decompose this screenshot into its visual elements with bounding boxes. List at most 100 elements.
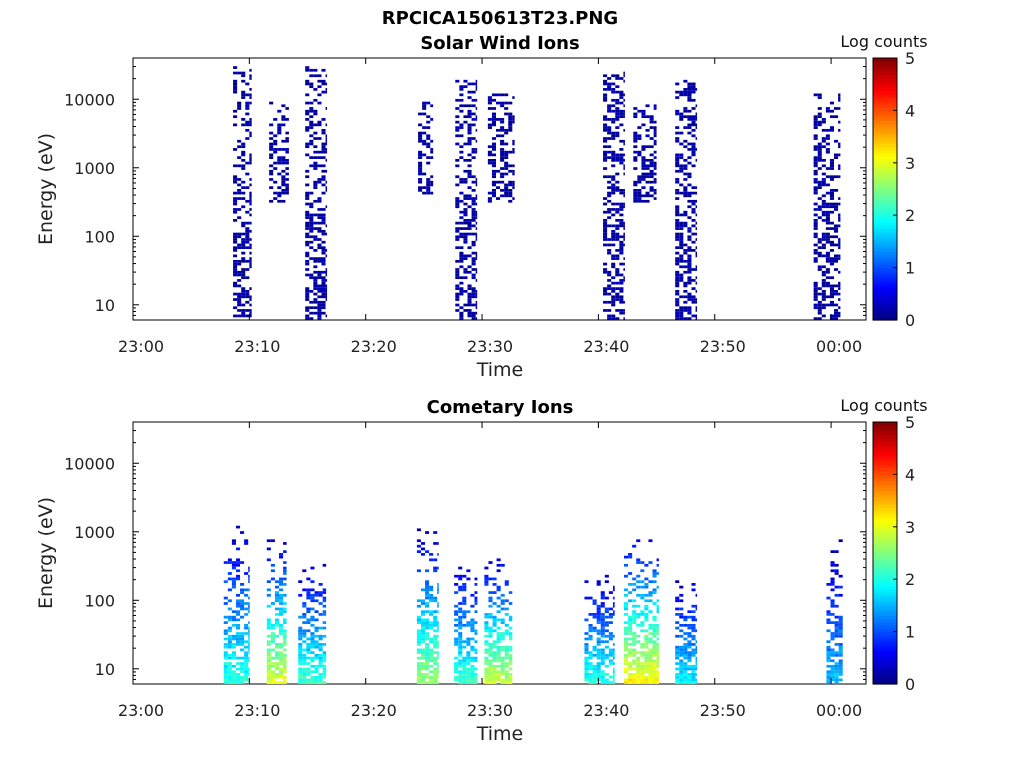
heatmap-cell: [675, 235, 680, 239]
heatmap-cell: [603, 238, 608, 241]
heatmap-cell: [826, 664, 831, 668]
heatmap-cell: [695, 281, 698, 285]
heatmap-cell: [623, 243, 625, 247]
heatmap-cell: [270, 637, 275, 641]
heatmap-cell: [437, 667, 439, 671]
heatmap-cell: [695, 254, 698, 258]
heatmap-cell: [491, 137, 497, 140]
heatmap-cell: [273, 148, 278, 151]
heatmap-cell: [607, 300, 612, 304]
heatmap-cell: [223, 596, 228, 600]
x-tick-label: 23:30: [467, 337, 513, 356]
heatmap-cell: [420, 599, 426, 603]
heatmap-cell: [829, 249, 834, 252]
heatmap-cell: [826, 673, 831, 676]
heatmap-cell: [321, 118, 326, 121]
heatmap-cell: [283, 583, 287, 586]
heatmap-cell: [838, 632, 843, 635]
heatmap-cell: [454, 667, 459, 671]
heatmap-cell: [471, 202, 476, 206]
heatmap-cell: [322, 653, 327, 657]
heatmap-cell: [459, 109, 464, 113]
heatmap-cell: [321, 276, 326, 280]
heatmap-cell: [648, 599, 653, 603]
heatmap-cell: [829, 210, 834, 214]
heatmap-cell: [640, 675, 645, 679]
heatmap-cell: [313, 164, 318, 168]
heatmap-cell: [641, 167, 646, 170]
heatmap-cell: [600, 629, 605, 633]
heatmap-cell: [813, 306, 818, 310]
heatmap-cell: [695, 199, 698, 203]
heatmap-cell: [249, 259, 252, 263]
heatmap-cell: [623, 205, 625, 209]
heatmap-cell: [695, 213, 698, 217]
heatmap-cell: [433, 656, 438, 660]
heatmap-cell: [656, 637, 659, 641]
heatmap-cell: [458, 618, 463, 622]
heatmap-cell: [325, 224, 328, 228]
heatmap-cell: [467, 164, 472, 168]
heatmap-cell: [611, 229, 616, 233]
y-axis-label: Energy (eV): [35, 497, 57, 609]
colorbar-step: [873, 654, 897, 659]
heatmap-cell: [691, 648, 696, 652]
heatmap-cell: [317, 85, 322, 89]
heatmap-cell: [500, 142, 505, 146]
heatmap-cell: [648, 678, 653, 682]
heatmap-cell: [233, 178, 238, 181]
heatmap-cell: [467, 205, 472, 209]
heatmap-cell: [426, 183, 431, 187]
heatmap-cell: [487, 150, 492, 154]
heatmap-cell: [596, 621, 601, 624]
heatmap-cell: [838, 659, 843, 663]
heatmap-cell: [683, 88, 688, 91]
heatmap-cell: [470, 593, 475, 597]
heatmap-cell: [237, 303, 242, 307]
heatmap-cell: [691, 615, 696, 619]
heatmap-cell: [420, 667, 426, 671]
heatmap-cell: [420, 602, 426, 605]
heatmap-cell: [281, 183, 286, 187]
heatmap-cell: [817, 254, 822, 258]
heatmap-cell: [687, 249, 692, 252]
heatmap-cell: [683, 93, 688, 97]
heatmap-cell: [227, 637, 232, 641]
heatmap-cell: [675, 178, 680, 181]
heatmap-cell: [454, 643, 459, 646]
heatmap-cell: [632, 637, 637, 641]
colorbar-step: [873, 651, 897, 656]
heatmap-cell: [679, 164, 684, 168]
heatmap-cell: [623, 626, 629, 630]
heatmap-cell: [470, 681, 475, 684]
heatmap-cell: [838, 645, 843, 649]
heatmap-cell: [245, 112, 250, 116]
heatmap-cell: [640, 667, 645, 671]
colorbar-step: [873, 100, 897, 105]
heatmap-cell: [433, 610, 438, 614]
heatmap-cell: [500, 120, 505, 124]
heatmap-cell: [500, 126, 505, 129]
heatmap-cell: [683, 189, 688, 192]
x-tick-label: 23:30: [467, 701, 513, 720]
heatmap-cell: [467, 139, 472, 143]
heatmap-cell: [834, 205, 839, 209]
colorbar-step: [873, 513, 897, 518]
heatmap-cell: [231, 643, 236, 646]
colorbar-step: [873, 441, 897, 446]
heatmap-cell: [687, 623, 692, 627]
heatmap-cell: [596, 656, 601, 660]
colorbar-step: [873, 277, 897, 282]
heatmap-cell: [416, 675, 421, 679]
heatmap-cell: [305, 306, 310, 310]
heatmap-cell: [817, 265, 822, 269]
heatmap-cell: [687, 118, 692, 121]
heatmap-cell: [467, 270, 472, 274]
heatmap-cell: [504, 651, 509, 654]
heatmap-cell: [512, 115, 515, 119]
heatmap-cell: [675, 613, 680, 616]
heatmap-cell: [281, 189, 286, 192]
heatmap-cell: [612, 673, 615, 676]
heatmap-cell: [683, 673, 688, 676]
heatmap-cell: [604, 607, 609, 611]
